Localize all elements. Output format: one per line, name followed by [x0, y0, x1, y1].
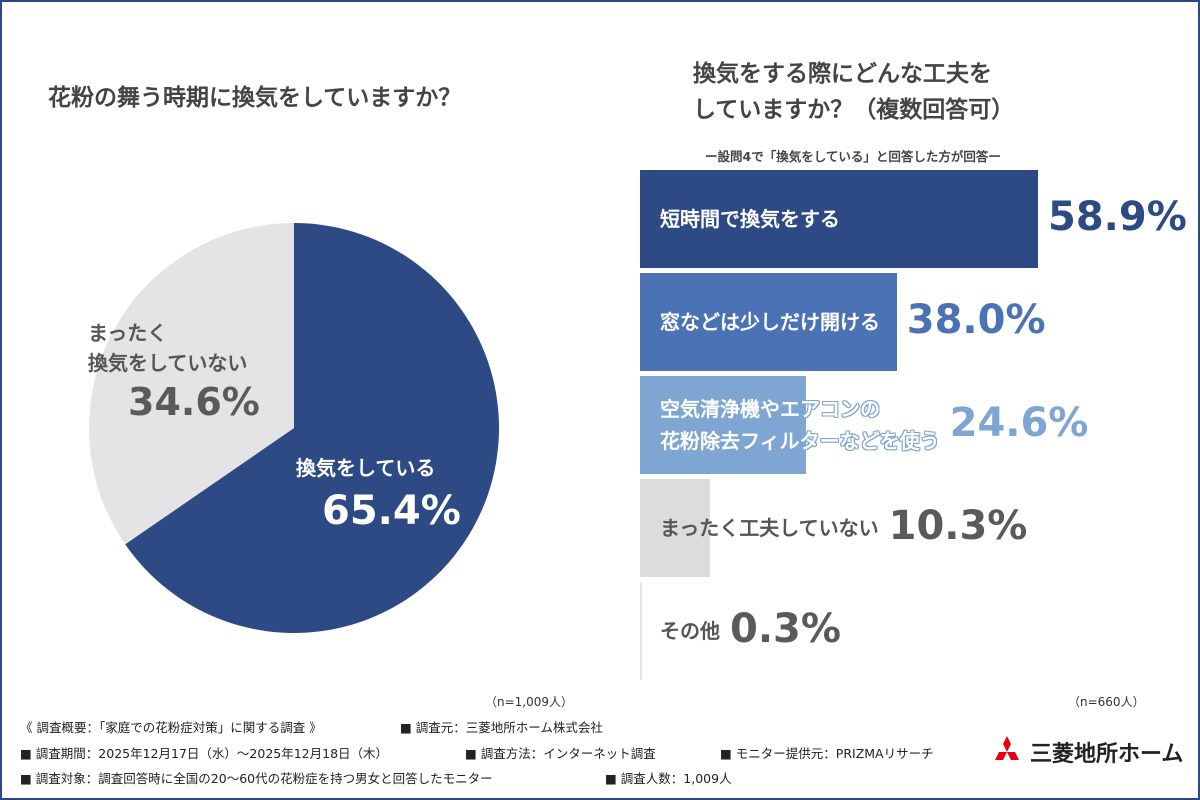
bar-4	[640, 582, 643, 680]
pie-chart	[89, 223, 500, 634]
footer-overview: 《 調査概要：「家庭での花粉症対策」に関する調査 》	[20, 720, 322, 735]
bar-label-3: まったく工夫していない	[660, 516, 879, 540]
footer-method: ■ 調査方法：インターネット調査	[465, 746, 656, 761]
company-logo: 三菱地所ホーム	[990, 735, 1183, 769]
bar-label-1: 窓などは少しだけ開ける	[660, 310, 880, 334]
pie-label-not-ventilating: まったく 換気をしていない	[88, 321, 248, 375]
footer-target: ■ 調査対象：調査回答時に全国の20～60代の花粉症を持つ男女と回答したモニター	[20, 771, 493, 786]
bar-chart-title: 換気をする際にどんな工夫を していますか？（複数回答可）	[693, 61, 1015, 123]
footer-monitor: ■ モニター提供元：PRIZMAリサーチ	[720, 746, 934, 761]
pie-value-ventilating: 65.4%	[322, 488, 461, 534]
pie-sample-size: （n=1,009人）	[485, 695, 574, 709]
footer-period: ■ 調査期間：2025年12月17日（水）～2025年12月18日（木）	[20, 746, 389, 761]
bar-value-3: 10.3%	[888, 503, 1028, 549]
bar-3	[640, 479, 710, 577]
bar-value-2: 24.6%	[949, 400, 1089, 446]
bar-label-4: その他	[660, 619, 720, 643]
three-diamonds-icon	[995, 736, 1019, 760]
footer-count: ■ 調査人数：1,009人	[605, 771, 732, 786]
logo-text: 三菱地所ホーム	[1030, 742, 1184, 767]
bar-1	[640, 273, 897, 371]
bar-2	[640, 376, 807, 474]
bar-chart-subtitle: ー設問4で「換気をしている」と回答した方が回答ー	[705, 149, 1001, 164]
pie-value-not-ventilating: 34.6%	[128, 380, 260, 424]
pie-slice-1	[89, 223, 295, 545]
bar-value-4: 0.3%	[730, 606, 841, 652]
pie-chart-title: 花粉の舞う時期に換気をしていますか？	[48, 85, 462, 111]
bar-value-1: 38.0%	[906, 297, 1046, 343]
bar-sample-size: （n=660人）	[1068, 695, 1145, 709]
pie-label-ventilating: 換気をしている	[296, 456, 436, 480]
footer-source: ■ 調査元：三菱地所ホーム株式会社	[400, 720, 603, 735]
bar-value-0: 58.9%	[1048, 194, 1187, 240]
bar-label-0: 短時間で換気をする	[660, 207, 840, 231]
pie-slice-0	[125, 223, 500, 634]
bar-label-2: 空気清浄機やエアコンの 花粉除去フィルターなどを使う	[660, 397, 940, 453]
bar-0	[640, 170, 1038, 268]
